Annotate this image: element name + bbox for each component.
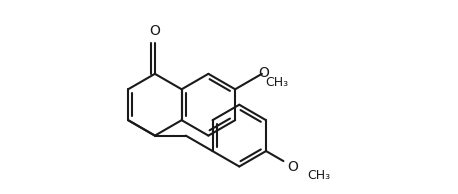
Text: O: O (287, 159, 298, 173)
Text: CH₃: CH₃ (265, 76, 288, 89)
Text: O: O (258, 66, 269, 80)
Text: O: O (149, 24, 160, 38)
Text: CH₃: CH₃ (307, 169, 331, 182)
